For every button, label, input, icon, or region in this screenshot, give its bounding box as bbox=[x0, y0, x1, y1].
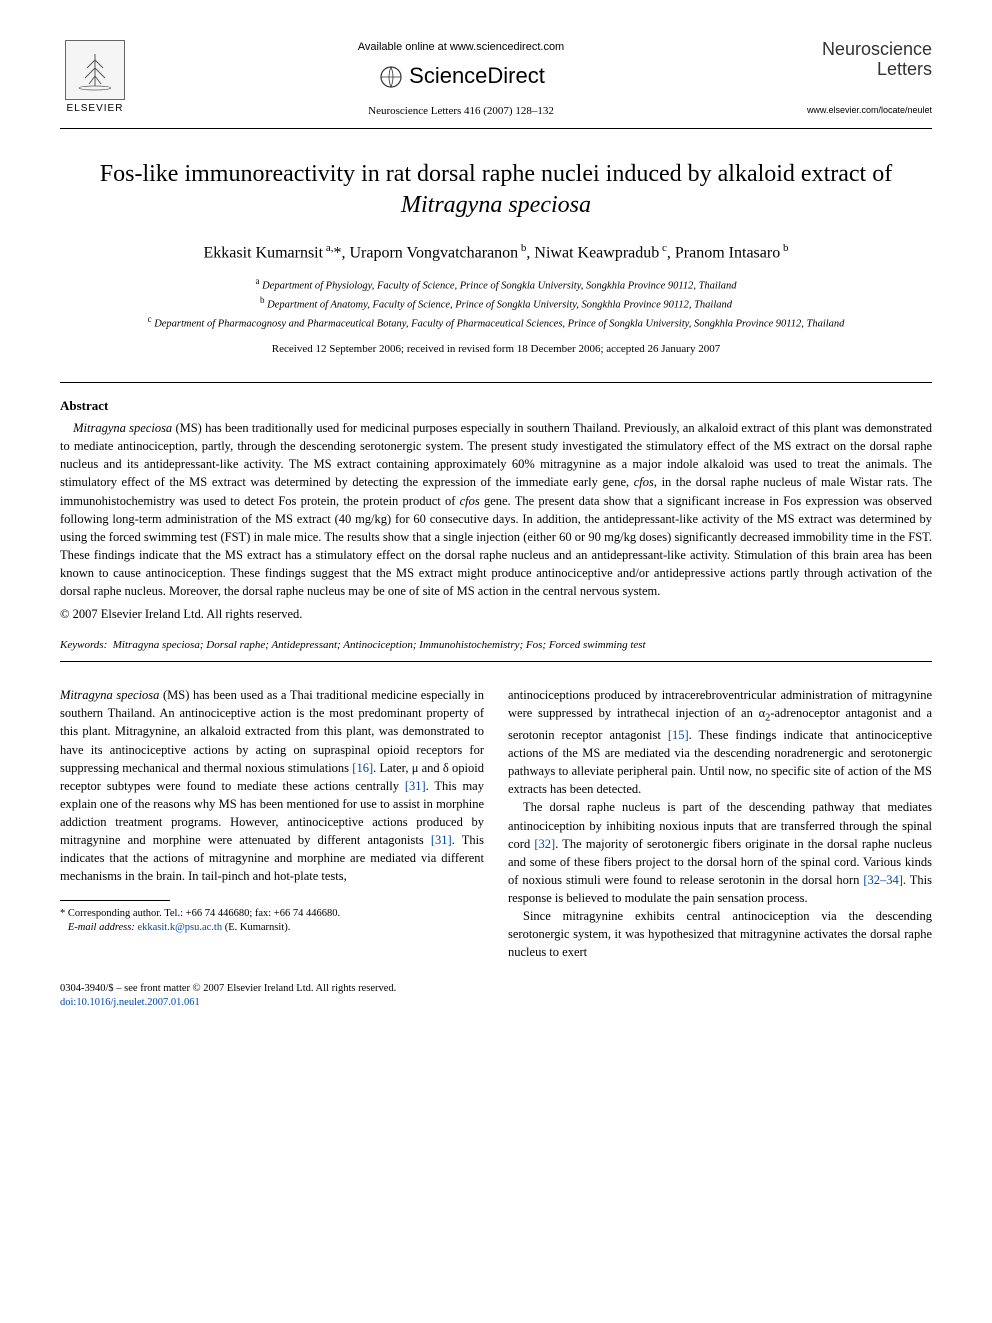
header-rule bbox=[60, 128, 932, 129]
affiliation-b: Department of Anatomy, Faculty of Scienc… bbox=[267, 299, 732, 310]
body-p3: The dorsal raphe nucleus is part of the … bbox=[508, 798, 932, 907]
email-suffix: (E. Kumarnsit). bbox=[225, 922, 291, 933]
copyright-line: © 2007 Elsevier Ireland Ltd. All rights … bbox=[60, 606, 932, 624]
journal-title: Neuroscience Letters bbox=[792, 40, 932, 80]
journal-block: Neuroscience Letters www.elsevier.com/lo… bbox=[792, 40, 932, 116]
footnote-block: * Corresponding author. Tel.: +66 74 446… bbox=[60, 900, 484, 936]
corresponding-author: * Corresponding author. Tel.: +66 74 446… bbox=[60, 907, 484, 936]
page-footer: 0304-3940/$ – see front matter © 2007 El… bbox=[60, 982, 932, 1011]
journal-title-line1: Neuroscience bbox=[822, 39, 932, 59]
publisher-block: ELSEVIER bbox=[60, 40, 130, 116]
article-dates: Received 12 September 2006; received in … bbox=[60, 342, 932, 357]
header-center: Available online at www.sciencedirect.co… bbox=[130, 40, 792, 120]
abstract-heading: Abstract bbox=[60, 397, 932, 415]
affiliation-c: Department of Pharmacognosy and Pharmace… bbox=[154, 319, 844, 330]
front-matter: 0304-3940/$ – see front matter © 2007 El… bbox=[60, 982, 932, 997]
title-text: Fos-like immunoreactivity in rat dorsal … bbox=[100, 161, 892, 187]
keywords-line: Keywords: Mitragyna speciosa; Dorsal rap… bbox=[60, 638, 932, 653]
ref-31[interactable]: [31] bbox=[405, 779, 426, 793]
body-p2: antinociceptions produced by intracerebr… bbox=[508, 686, 932, 798]
publisher-name: ELSEVIER bbox=[67, 102, 124, 116]
sciencedirect-logo-row: ScienceDirect bbox=[130, 61, 792, 92]
corr-line: * Corresponding author. Tel.: +66 74 446… bbox=[60, 907, 484, 922]
sciencedirect-text: ScienceDirect bbox=[409, 61, 545, 92]
ref-32-34[interactable]: [32–34] bbox=[863, 873, 903, 887]
corr-email[interactable]: ekkasit.k@psu.ac.th bbox=[137, 922, 222, 933]
page-header: ELSEVIER Available online at www.science… bbox=[60, 40, 932, 120]
doi-link[interactable]: doi:10.1016/j.neulet.2007.01.061 bbox=[60, 996, 932, 1011]
ref-31b[interactable]: [31] bbox=[431, 833, 452, 847]
email-label: E-mail address: bbox=[68, 922, 135, 933]
keywords-label: Keywords: bbox=[60, 639, 107, 651]
author-list: Ekkasit Kumarnsit a,*, Uraporn Vongvatch… bbox=[60, 241, 932, 265]
available-online-text: Available online at www.sciencedirect.co… bbox=[130, 40, 792, 55]
keywords-list: Mitragyna speciosa; Dorsal raphe; Antide… bbox=[110, 639, 646, 651]
affiliations: a Department of Physiology, Faculty of S… bbox=[60, 275, 932, 333]
journal-url: www.elsevier.com/locate/neulet bbox=[792, 104, 932, 117]
body-p4: Since mitragynine exhibits central antin… bbox=[508, 907, 932, 961]
footnote-rule bbox=[60, 900, 170, 901]
title-species: Mitragyna speciosa bbox=[401, 192, 591, 218]
article-body: Mitragyna speciosa (MS) has been used as… bbox=[60, 686, 932, 961]
abstract-body: Mitragyna speciosa (MS) has been traditi… bbox=[60, 419, 932, 600]
affiliation-a: Department of Physiology, Faculty of Sci… bbox=[262, 280, 736, 291]
abstract-top-rule bbox=[60, 382, 932, 383]
sciencedirect-icon bbox=[377, 63, 405, 91]
journal-title-line2: Letters bbox=[877, 59, 932, 79]
body-p1: Mitragyna speciosa (MS) has been used as… bbox=[60, 686, 484, 885]
citation-line: Neuroscience Letters 416 (2007) 128–132 bbox=[130, 104, 792, 119]
article-title: Fos-like immunoreactivity in rat dorsal … bbox=[60, 159, 932, 221]
ref-32[interactable]: [32] bbox=[534, 837, 555, 851]
abstract-bottom-rule bbox=[60, 661, 932, 662]
ref-16[interactable]: [16] bbox=[352, 761, 373, 775]
elsevier-tree-icon bbox=[65, 40, 125, 100]
ref-15[interactable]: [15] bbox=[668, 728, 689, 742]
